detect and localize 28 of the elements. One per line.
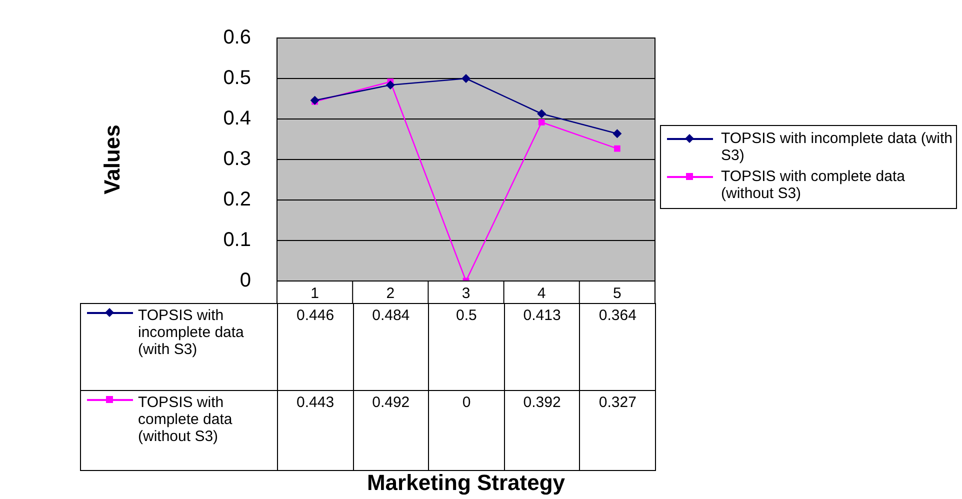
- x-tick-label: 2: [386, 285, 395, 302]
- y-tick-label: 0.3: [223, 148, 251, 170]
- y-tick-label: 0.1: [223, 229, 251, 252]
- data-label: 0.484: [353, 304, 429, 390]
- x-tick-label: 3: [462, 285, 470, 302]
- y-tick-label: 0.4: [223, 108, 251, 130]
- y-tick-label: 0.2: [223, 188, 251, 211]
- x-tick-label: 4: [537, 285, 546, 302]
- y-tick-label: 0.5: [223, 67, 251, 90]
- data-label: 0.443: [278, 390, 354, 470]
- data-label: 0.327: [580, 390, 656, 470]
- data-label: 0.364: [580, 304, 656, 390]
- data-label: 0: [428, 390, 504, 470]
- data-label: 0.492: [353, 390, 429, 470]
- data-label: 0.446: [278, 304, 354, 390]
- data-label: 0.5: [428, 304, 504, 390]
- y-tick-label: 0: [240, 270, 251, 292]
- text: TOPSIS with complete data (without S3): [138, 394, 232, 445]
- data-label: 0.413: [504, 304, 580, 390]
- text: Marketing Strategy: [366, 470, 566, 495]
- text: TOPSIS with incomplete data (with S3): [138, 307, 244, 358]
- legend-label: TOPSIS with complete data (without S3): [720, 168, 906, 202]
- y-tick-label: 0.6: [223, 26, 251, 49]
- legend-label: TOPSIS with incomplete data (with S3): [720, 130, 954, 164]
- x-tick-label: 1: [310, 285, 319, 302]
- x-tick-label: 5: [613, 285, 622, 302]
- y-axis-title: Values: [99, 124, 124, 194]
- data-label: 0.392: [504, 390, 580, 470]
